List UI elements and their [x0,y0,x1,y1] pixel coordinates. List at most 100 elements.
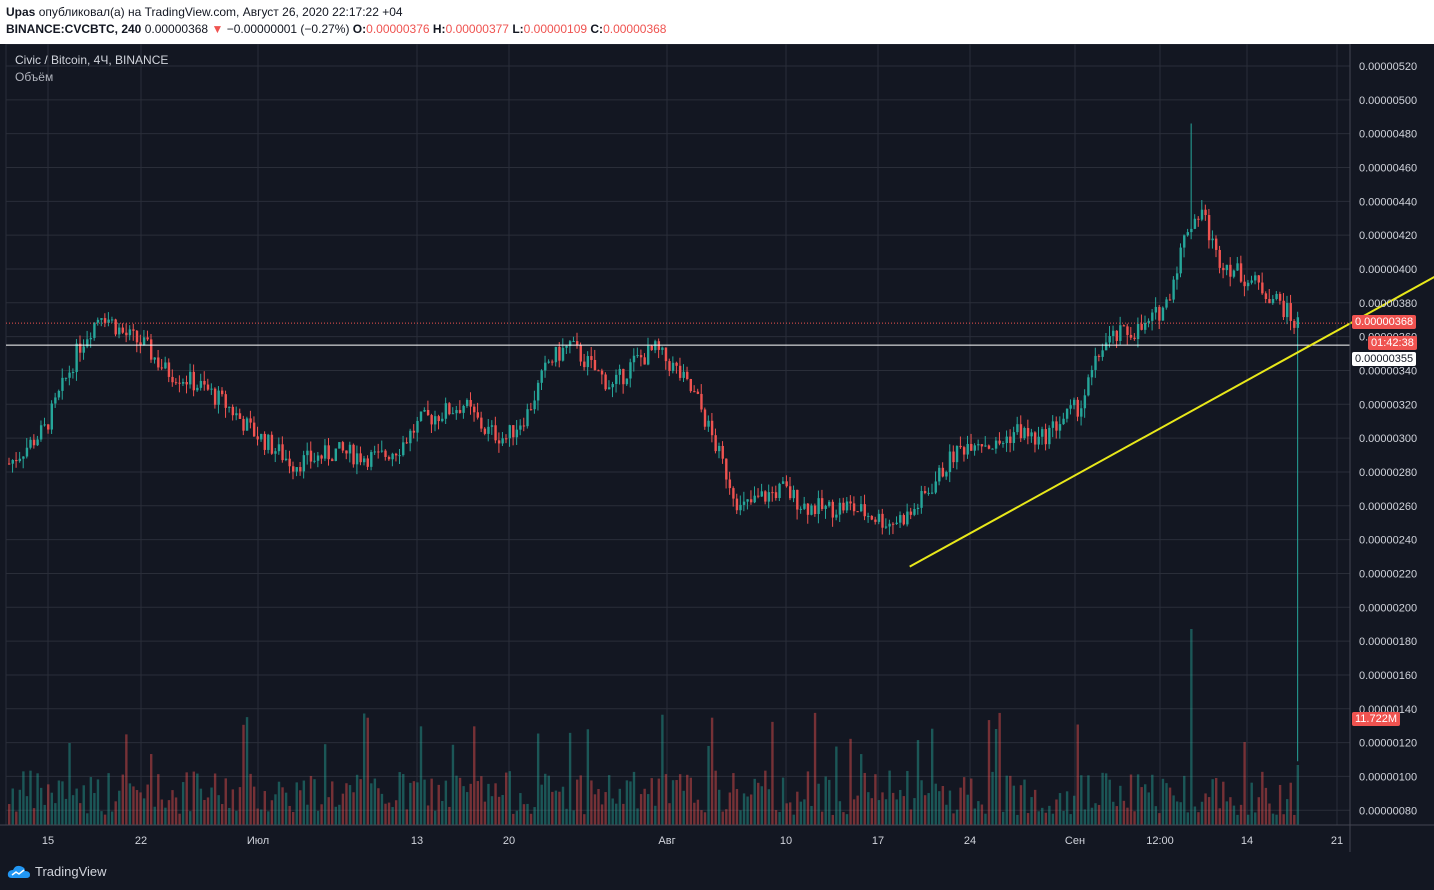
volume-bar [970,778,973,825]
candle-body [103,318,107,323]
candle-body [341,442,345,451]
volume-bar [1097,804,1101,825]
candle-body [1062,418,1065,425]
candle-body [877,513,881,522]
candle-body [174,382,178,384]
volume-bar [224,778,227,825]
volume-bar [1257,797,1260,825]
volume-bar [533,807,536,825]
volume-bar [955,809,959,825]
volume-bar [1183,775,1186,825]
volume-bar [331,781,334,825]
candle-body [884,526,888,528]
volume-bar [501,794,504,825]
volume-bar [1204,793,1207,825]
candle-body [1073,399,1076,406]
candle-body [57,390,61,398]
candlestick-chart[interactable]: 0.00000520 0.00000500 0.00000480 0.00000460… [0,44,1434,852]
volume-bar [703,812,707,825]
candle-body [320,455,323,459]
candle-body [1225,264,1229,271]
candle-body [96,319,100,323]
candle-body [132,329,135,331]
volume-bar [721,811,724,825]
candle-body [299,467,302,472]
volume-bar [157,774,160,825]
candle-body [629,362,632,379]
volume-bar [902,796,905,825]
candle-body [1268,299,1271,304]
candle-body [1254,275,1257,281]
volume-bar [434,810,437,825]
price-tick-label: 0.00000500 [1359,95,1417,107]
volume-bar [1168,787,1172,825]
candle-body [302,455,306,472]
candle-body [331,459,334,462]
tradingview-logo[interactable]: TradingView [7,864,107,879]
price-tick-label: 0.00000420 [1359,230,1417,242]
candle-body [295,467,298,472]
candle-body [419,411,423,421]
candle-body [1211,238,1214,241]
candle-body [806,503,810,515]
candle-body [1151,312,1154,321]
volume-bar [192,771,195,825]
candle-body [622,368,625,385]
candle-body [469,399,472,407]
volume-bar [341,793,345,825]
volume-bar [828,779,831,825]
volume-bar [1044,812,1047,825]
volume-bar [110,811,114,825]
candle-body [817,498,820,515]
candle-body [1108,335,1111,343]
volume-bar [1225,801,1229,825]
volume-bar [909,809,913,825]
high-value: 0.00000377 [445,22,509,36]
volume-bar [689,777,692,825]
candle-body [1122,325,1126,327]
volume-bar [696,799,700,825]
candle-body [828,501,831,506]
candle-body [1097,355,1101,357]
volume-bar [167,800,171,825]
candle-body [991,448,994,450]
volume-bar [171,790,174,825]
volume-bar [409,782,412,825]
volume-bar [242,724,245,825]
volume-bar [1193,806,1197,825]
candle-body [68,372,71,378]
candle-body [370,452,373,467]
volume-bar [781,777,785,825]
volume-bar [39,787,43,825]
volume-bar [1229,797,1232,825]
volume-bar [622,803,625,825]
volume-bar [973,808,976,825]
volume-bar [306,804,309,825]
time-tick-label: 12:00 [1146,835,1174,847]
candle-body [213,388,217,405]
symbol-legend[interactable]: Civic / Bitcoin, 4Ч, BINANCE [15,53,169,67]
author-name[interactable]: Upas [6,5,36,19]
volume-bar [1179,802,1182,825]
candle-body [1239,263,1243,282]
price-tick-label: 0.00000120 [1359,738,1417,750]
candle-body [707,420,710,427]
volume-bar [980,804,984,825]
volume-bar [50,792,53,825]
volume-bar [377,788,380,825]
candle-body [409,430,412,444]
candle-body [1058,424,1062,431]
volume-bar [1289,782,1292,825]
volume-bar [139,792,142,825]
candle-body [714,435,717,452]
volume-bar [1119,785,1122,825]
volume-legend[interactable]: Объём [15,70,54,84]
volume-bar [505,772,508,825]
candle-body [774,492,778,498]
volume-bar [941,785,945,825]
candle-body [682,371,685,378]
volume-bar [327,797,330,825]
candle-body [398,455,401,457]
volume-bar [895,799,898,825]
price-tick-label: 0.00000260 [1359,501,1417,513]
